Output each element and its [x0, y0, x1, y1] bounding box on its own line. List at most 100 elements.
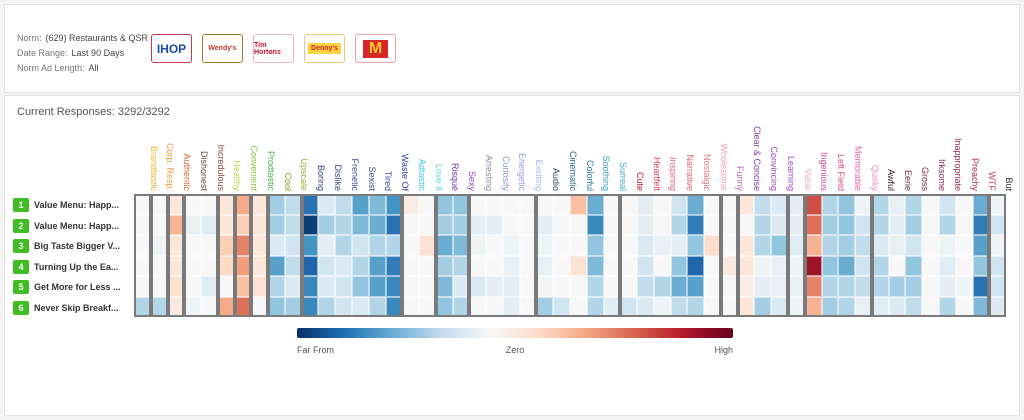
row-label[interactable]: 2 Value Menu: Happ...: [13, 216, 121, 237]
heatmap-cell[interactable]: [167, 296, 185, 317]
heatmap-cell[interactable]: [469, 194, 487, 215]
heatmap-cell[interactable]: [687, 214, 705, 235]
heatmap-cell[interactable]: [201, 276, 218, 297]
heatmap-cell[interactable]: [821, 255, 839, 276]
heatmap-cell[interactable]: [234, 276, 252, 297]
heatmap-cell[interactable]: [620, 235, 638, 256]
heatmap-cell[interactable]: [838, 194, 856, 215]
heatmap-cell[interactable]: [905, 214, 923, 235]
heatmap-cell[interactable]: [821, 214, 839, 235]
heatmap-cell[interactable]: [570, 214, 587, 235]
heatmap-cell[interactable]: [284, 276, 302, 297]
heatmap-cell[interactable]: [754, 214, 772, 235]
heatmap-cell[interactable]: [938, 214, 956, 235]
heatmap-cell[interactable]: [234, 255, 252, 276]
heatmap-cell[interactable]: [318, 214, 336, 235]
heatmap-cell[interactable]: [804, 194, 822, 215]
heatmap-cell[interactable]: [989, 296, 1007, 317]
heatmap-cell[interactable]: [435, 255, 453, 276]
heatmap-cell[interactable]: [452, 255, 470, 276]
heatmap-cell[interactable]: [335, 214, 352, 235]
heatmap-cell[interactable]: [922, 255, 939, 276]
heatmap-cell[interactable]: [938, 276, 956, 297]
heatmap-cell[interactable]: [838, 296, 856, 317]
heatmap-cell[interactable]: [184, 255, 202, 276]
heatmap-cell[interactable]: [804, 296, 822, 317]
row-label[interactable]: 6 Never Skip Breakf...: [13, 298, 121, 319]
heatmap-cell[interactable]: [838, 235, 856, 256]
heatmap-cell[interactable]: [754, 296, 772, 317]
heatmap-cell[interactable]: [502, 255, 520, 276]
row-label[interactable]: 5 Get More for Less ...: [13, 277, 121, 298]
heatmap-cell[interactable]: [653, 235, 671, 256]
heatmap-cell[interactable]: [653, 255, 671, 276]
heatmap-cell[interactable]: [402, 194, 420, 215]
heatmap-cell[interactable]: [720, 255, 738, 276]
heatmap-cell[interactable]: [788, 255, 805, 276]
heatmap-cell[interactable]: [419, 214, 436, 235]
heatmap-cell[interactable]: [955, 296, 973, 317]
heatmap-cell[interactable]: [905, 276, 923, 297]
heatmap-cell[interactable]: [335, 296, 352, 317]
heatmap-cell[interactable]: [301, 235, 319, 256]
heatmap-cell[interactable]: [570, 235, 587, 256]
heatmap-cell[interactable]: [888, 214, 906, 235]
heatmap-cell[interactable]: [486, 296, 503, 317]
heatmap-cell[interactable]: [788, 214, 805, 235]
heatmap-cell[interactable]: [301, 276, 319, 297]
heatmap-cell[interactable]: [771, 214, 789, 235]
brand-logo-tim-hortons[interactable]: Tim Hortons: [253, 34, 294, 63]
heatmap-cell[interactable]: [352, 296, 369, 317]
heatmap-cell[interactable]: [335, 255, 352, 276]
heatmap-cell[interactable]: [217, 296, 235, 317]
heatmap-cell[interactable]: [284, 214, 302, 235]
heatmap-cell[interactable]: [788, 276, 805, 297]
heatmap-cell[interactable]: [167, 194, 185, 215]
heatmap-cell[interactable]: [989, 255, 1007, 276]
heatmap-cell[interactable]: [955, 276, 973, 297]
heatmap-cell[interactable]: [586, 194, 604, 215]
heatmap-cell[interactable]: [502, 296, 520, 317]
heatmap-cell[interactable]: [469, 296, 487, 317]
heatmap-cell[interactable]: [385, 255, 403, 276]
heatmap-cell[interactable]: [301, 255, 319, 276]
heatmap-cell[interactable]: [989, 214, 1007, 235]
heatmap-cell[interactable]: [888, 194, 906, 215]
heatmap-cell[interactable]: [234, 296, 252, 317]
heatmap-cell[interactable]: [335, 194, 352, 215]
heatmap-cell[interactable]: [938, 255, 956, 276]
heatmap-cell[interactable]: [570, 255, 587, 276]
heatmap-cell[interactable]: [268, 214, 285, 235]
heatmap-cell[interactable]: [234, 235, 252, 256]
heatmap-cell[interactable]: [268, 194, 285, 215]
heatmap-cell[interactable]: [871, 255, 889, 276]
heatmap-cell[interactable]: [855, 296, 872, 317]
heatmap-cell[interactable]: [754, 255, 772, 276]
heatmap-cell[interactable]: [637, 296, 654, 317]
heatmap-cell[interactable]: [704, 255, 721, 276]
heatmap-cell[interactable]: [670, 255, 688, 276]
heatmap-cell[interactable]: [268, 255, 285, 276]
heatmap-cell[interactable]: [217, 235, 235, 256]
heatmap-cell[interactable]: [888, 276, 906, 297]
heatmap-cell[interactable]: [586, 255, 604, 276]
heatmap-cell[interactable]: [452, 194, 470, 215]
heatmap-cell[interactable]: [536, 214, 554, 235]
heatmap-cell[interactable]: [754, 194, 772, 215]
heatmap-cell[interactable]: [821, 276, 839, 297]
heatmap-cell[interactable]: [201, 194, 218, 215]
heatmap-cell[interactable]: [653, 296, 671, 317]
heatmap-cell[interactable]: [687, 194, 705, 215]
heatmap-cell[interactable]: [737, 276, 755, 297]
heatmap-cell[interactable]: [653, 194, 671, 215]
heatmap-cell[interactable]: [553, 235, 571, 256]
heatmap-cell[interactable]: [368, 276, 386, 297]
heatmap-cell[interactable]: [720, 214, 738, 235]
heatmap-cell[interactable]: [201, 214, 218, 235]
heatmap-cell[interactable]: [385, 194, 403, 215]
heatmap-cell[interactable]: [586, 214, 604, 235]
heatmap-cell[interactable]: [284, 255, 302, 276]
heatmap-cell[interactable]: [871, 235, 889, 256]
heatmap-cell[interactable]: [737, 235, 755, 256]
heatmap-cell[interactable]: [821, 235, 839, 256]
